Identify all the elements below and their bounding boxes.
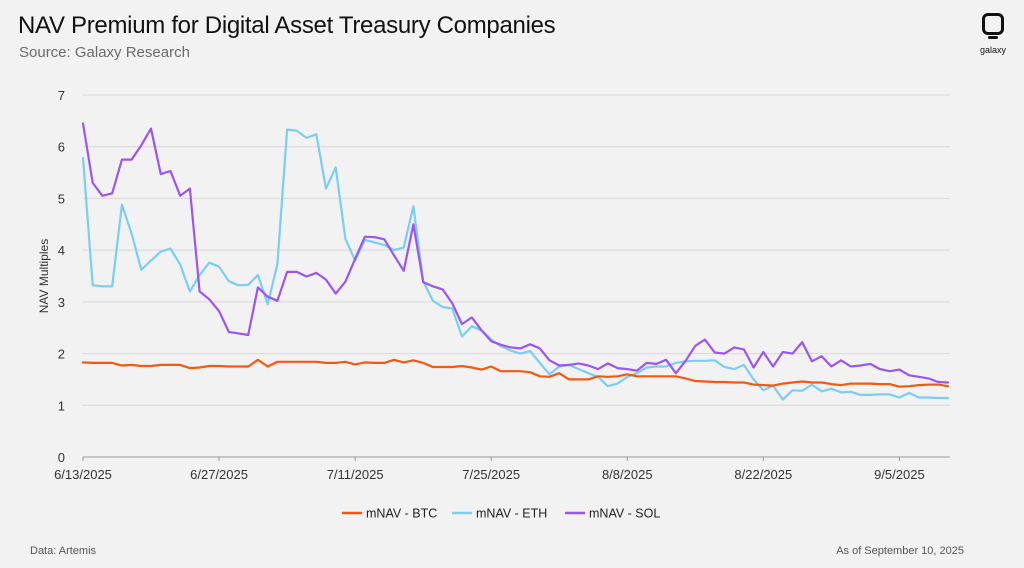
legend-layer: mNAV - BTC mNAV - ETH mNAV - SOL [342,507,660,521]
grid-layer [83,94,950,406]
galaxy-logo-text: galaxy [979,45,1006,55]
series-line-sol [81,122,950,384]
y-tick-label: 1 [58,398,65,413]
legend-label-sol: mNAV - SOL [589,507,660,521]
x-tick-label: 6/13/2025 [54,467,112,482]
x-tick-label: 9/5/2025 [874,467,925,482]
y-tick-label: 3 [58,295,65,310]
galaxy-logo-icon [982,13,1004,39]
as-of-date-note: As of September 10, 2025 [836,545,964,557]
y-tick-label: 4 [58,243,65,258]
y-tick-label: 5 [58,191,65,206]
y-tick-label: 2 [58,347,65,362]
x-tick-label: 7/25/2025 [462,467,520,482]
axis-layer: 0 1 2 3 4 5 6 7 6/13/2025 6/27/2025 7/11/2025 7/25/… [37,88,950,482]
x-tick-label: 8/8/2025 [602,467,653,482]
data-source-note: Data: Artemis [30,545,97,557]
y-tick-label: 6 [58,140,65,155]
chart-subtitle: Source: Galaxy Research [19,44,190,61]
series-line-btc [81,358,950,388]
galaxy-logo: galaxy [976,13,1010,55]
x-tick-label: 6/27/2025 [190,467,248,482]
series-line-eth [81,128,950,401]
legend-label-btc: mNAV - BTC [366,507,437,521]
x-tick-label: 8/22/2025 [734,467,792,482]
y-tick-label: 7 [58,88,65,103]
y-axis-label: NAV Multiples [37,239,51,313]
legend-label-eth: mNAV - ETH [476,507,547,521]
y-tick-label: 0 [58,450,65,465]
chart-title: NAV Premium for Digital Asset Treasury C… [18,12,556,39]
x-tick-label: 7/11/2025 [327,467,384,482]
series-layer [81,122,950,401]
